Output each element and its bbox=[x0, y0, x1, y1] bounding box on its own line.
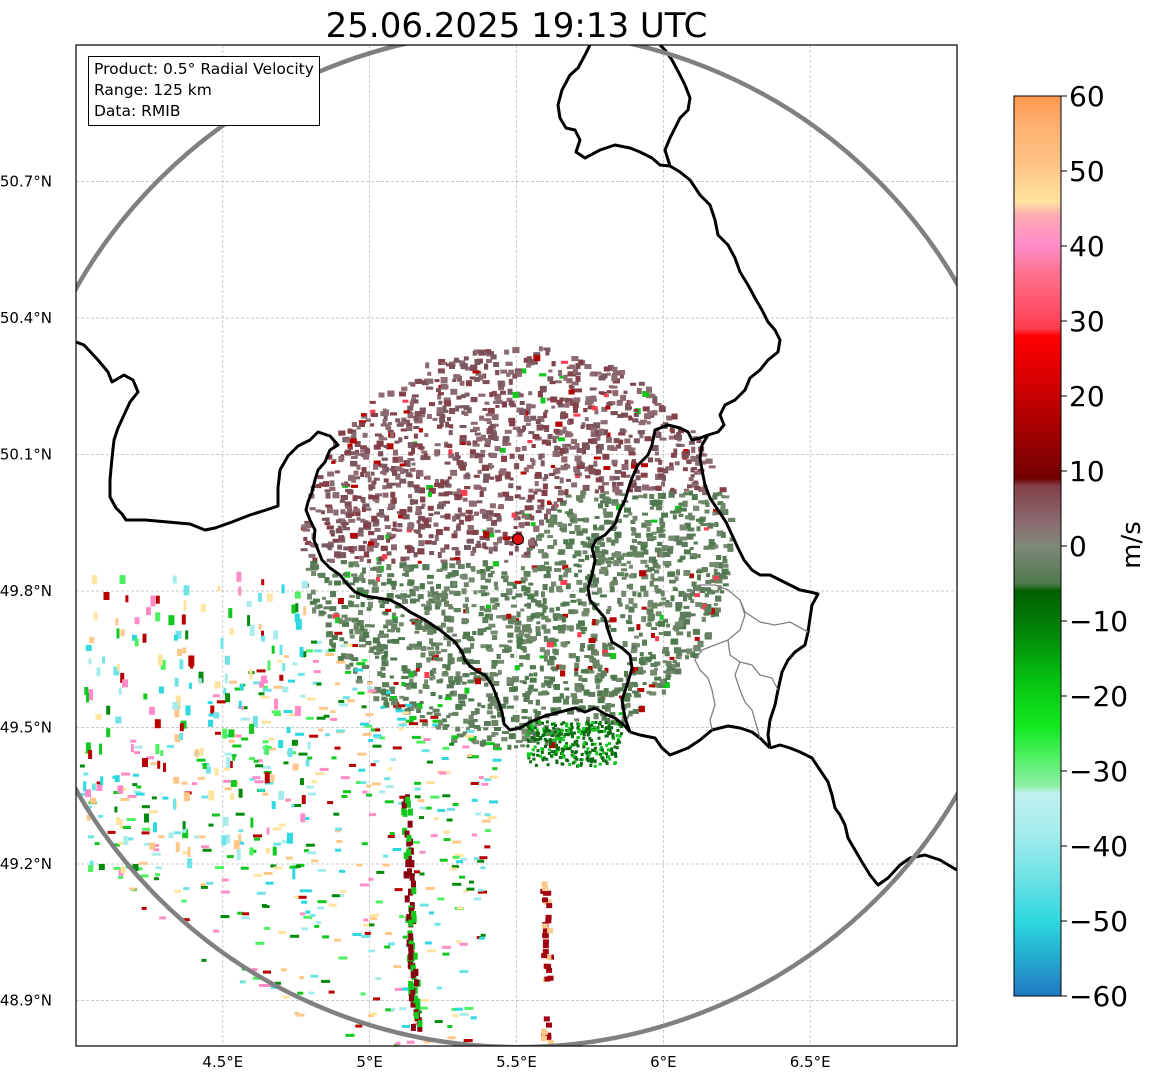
lon-tick-label: 6.5°E bbox=[790, 1053, 831, 1071]
colorbar-gradient bbox=[1013, 95, 1062, 997]
lon-tick-label: 4.5°E bbox=[202, 1053, 243, 1071]
radar-site-marker bbox=[511, 533, 524, 546]
colorbar-tick-label: −60 bbox=[1069, 980, 1128, 1013]
colorbar-tick-label: −20 bbox=[1069, 680, 1128, 713]
colorbar-tick-label: 0 bbox=[1069, 530, 1087, 563]
colorbar: 60 50 40 30 20 10 0 −10 −20 −30 −40 −50 −60 bbox=[1013, 80, 1128, 1013]
lat-tick-label: 50.7°N bbox=[0, 173, 52, 191]
lat-tick-label: 50.1°N bbox=[0, 446, 52, 464]
product-label: Product: 0.5° Radial Velocity bbox=[94, 60, 314, 78]
lat-tick-label: 49.2°N bbox=[0, 855, 52, 873]
map-frame bbox=[75, 44, 958, 1047]
colorbar-tick-label: −40 bbox=[1069, 830, 1128, 863]
colorbar-tick-label: 60 bbox=[1069, 80, 1105, 113]
lon-tick-label: 5°E bbox=[356, 1053, 383, 1071]
colorbar-ticks: 60 50 40 30 20 10 0 −10 −20 −30 −40 −50 −60 bbox=[1061, 80, 1128, 1013]
border-belgium-germany bbox=[658, 45, 782, 437]
country-borders bbox=[76, 45, 957, 887]
range-label: Range: 125 km bbox=[94, 81, 212, 99]
product-info-box: Product: 0.5° Radial Velocity Range: 125… bbox=[88, 56, 320, 126]
border-belgium-france-west bbox=[76, 340, 632, 733]
lat-tick-label: 49.5°N bbox=[0, 719, 52, 737]
lat-tick-label: 48.9°N bbox=[0, 992, 52, 1010]
lon-tick-label: 5.5°E bbox=[496, 1053, 537, 1071]
colorbar-tick-label: −10 bbox=[1069, 605, 1128, 638]
border-belgium-luxembourg bbox=[586, 423, 709, 733]
luxembourg-cantons bbox=[687, 584, 809, 739]
colorbar-tick-label: 40 bbox=[1069, 230, 1105, 263]
data-source-label: Data: RMIB bbox=[94, 102, 181, 120]
lon-tick-label: 6°E bbox=[650, 1053, 677, 1071]
border-luxembourg-germany bbox=[698, 434, 820, 749]
map-title: 25.06.2025 19:13 UTC bbox=[325, 6, 708, 46]
colorbar-tick-label: −30 bbox=[1069, 755, 1128, 788]
map-axis-ticks: 4.5°E 5°E 5.5°E 6°E 6.5°E 50.7°N 50.4°N 50.1°N 4… bbox=[0, 173, 831, 1072]
radar-echoes bbox=[79, 346, 736, 1046]
colorbar-tick-label: 50 bbox=[1069, 155, 1105, 188]
colorbar-tick-label: −50 bbox=[1069, 905, 1128, 938]
border-luxembourg-france bbox=[629, 724, 772, 757]
lat-tick-label: 49.8°N bbox=[0, 582, 52, 600]
colorbar-tick-label: 10 bbox=[1069, 455, 1105, 488]
lat-tick-label: 50.4°N bbox=[0, 309, 52, 327]
colorbar-tick-label: 30 bbox=[1069, 305, 1105, 338]
colorbar-unit-label: m/s bbox=[1117, 521, 1147, 569]
colorbar-tick-label: 20 bbox=[1069, 380, 1105, 413]
border-netherlands-belgium bbox=[556, 45, 671, 168]
